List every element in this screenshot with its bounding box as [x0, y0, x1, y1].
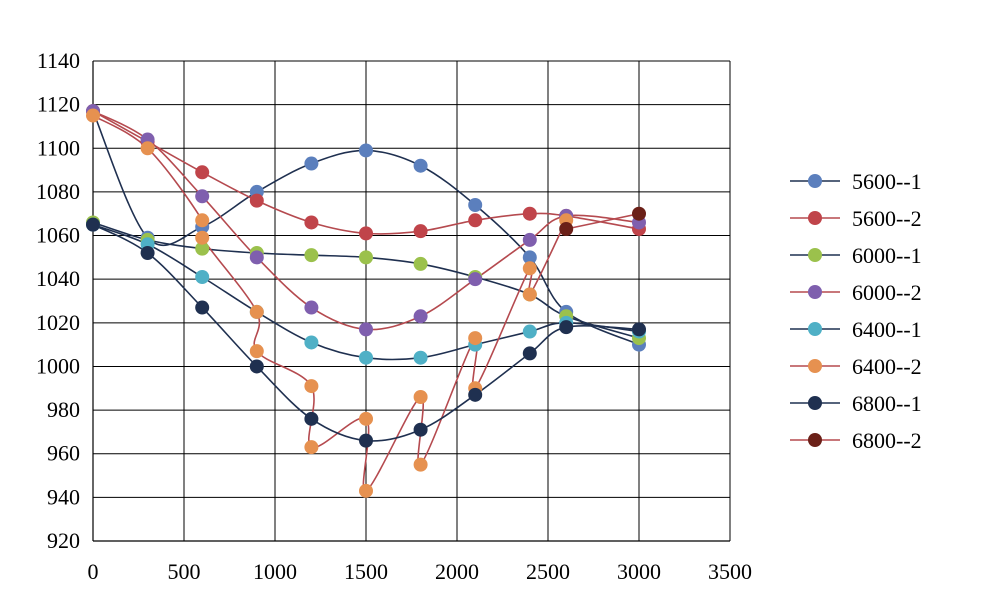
y-tick-label: 1140: [37, 48, 80, 73]
legend-label: 6800--1: [852, 391, 922, 416]
data-point: [468, 331, 483, 346]
series-line: [92, 114, 567, 492]
data-point: [413, 457, 428, 472]
legend-marker: [808, 359, 822, 373]
data-point: [195, 189, 210, 204]
x-tick-label: 500: [168, 559, 201, 584]
data-point: [249, 359, 264, 374]
data-point: [304, 335, 319, 350]
x-tick-label: 2000: [435, 559, 479, 584]
data-point: [249, 250, 264, 265]
data-point: [304, 379, 319, 394]
data-point: [86, 217, 100, 232]
data-point: [195, 165, 210, 180]
data-point: [195, 270, 210, 284]
data-point: [413, 390, 428, 404]
data-point: [413, 158, 428, 173]
x-tick-label: 3500: [708, 559, 752, 584]
data-point: [140, 141, 155, 156]
data-point: [195, 241, 210, 256]
data-point: [249, 304, 264, 319]
y-tick-label: 1080: [36, 179, 80, 204]
x-tick-label: 1500: [344, 559, 388, 584]
data-point: [559, 222, 574, 236]
data-point: [359, 322, 373, 337]
y-tick-label: 1000: [36, 353, 80, 378]
tick-labels: 920 940 960 980 1000 1020 1040 1060 1080 1100 1120…: [36, 48, 752, 584]
data-point: [195, 230, 210, 245]
data-point: [304, 248, 319, 263]
data-point: [359, 226, 373, 241]
data-point: [249, 344, 264, 359]
data-point: [359, 250, 373, 265]
x-tick-label: 3000: [617, 559, 661, 584]
data-point: [522, 324, 537, 339]
data-point: [522, 232, 537, 247]
legend-marker: [808, 285, 822, 299]
data-point: [195, 213, 210, 228]
data-point: [304, 440, 319, 455]
data-point: [413, 224, 428, 239]
y-tick-label: 1120: [37, 92, 80, 117]
data-point: [468, 272, 483, 287]
data-point: [632, 322, 646, 337]
legend-label: 6000--2: [852, 280, 922, 305]
grid-lines: [92, 60, 731, 542]
data-point: [249, 193, 264, 208]
legend-label: 6000--1: [852, 243, 922, 268]
x-tick-label: 1000: [253, 559, 297, 584]
legend-marker: [808, 322, 822, 336]
legend-label: 6800--2: [852, 428, 922, 453]
y-tick-label: 960: [47, 441, 80, 466]
data-point: [413, 256, 428, 271]
data-point: [522, 287, 537, 302]
y-tick-label: 1100: [37, 135, 80, 160]
data-point: [522, 261, 537, 276]
legend: 5600--1 5600--2 6000--1 6000--2 6400--1 6400-…: [790, 169, 922, 453]
data-point: [304, 156, 319, 171]
axes: [92, 61, 730, 542]
data-point: [359, 483, 373, 498]
data-point: [468, 213, 483, 228]
data-point: [413, 422, 428, 437]
data-point: [359, 411, 373, 426]
x-tick-label: 0: [88, 559, 99, 584]
data-point: [632, 206, 646, 221]
data-point: [468, 387, 483, 402]
data-point: [413, 350, 428, 365]
data-point: [304, 215, 319, 230]
y-tick-label: 940: [47, 484, 80, 509]
legend-marker: [808, 174, 822, 188]
y-tick-label: 1040: [36, 266, 80, 291]
data-point: [468, 198, 483, 212]
data-point: [522, 250, 537, 265]
series-points: [86, 104, 646, 498]
legend-marker: [808, 433, 822, 447]
y-tick-label: 980: [47, 397, 80, 422]
legend-marker: [808, 211, 822, 225]
data-point: [86, 108, 100, 123]
data-point: [522, 346, 537, 361]
legend-label: 5600--1: [852, 169, 922, 194]
data-point: [359, 350, 373, 365]
legend-label: 5600--2: [852, 206, 922, 231]
y-tick-label: 920: [47, 528, 80, 553]
legend-marker: [808, 248, 822, 262]
data-point: [304, 411, 319, 426]
legend-marker: [808, 396, 822, 410]
data-point: [304, 300, 319, 315]
data-point: [359, 143, 373, 158]
data-point: [413, 309, 428, 324]
data-point: [359, 433, 373, 448]
data-point: [559, 320, 574, 335]
y-tick-label: 1060: [36, 223, 80, 248]
data-point: [522, 206, 537, 221]
x-tick-label: 2500: [526, 559, 570, 584]
legend-label: 6400--1: [852, 317, 922, 342]
data-point: [195, 300, 210, 315]
y-tick-label: 1020: [36, 310, 80, 335]
legend-label: 6400--2: [852, 354, 922, 379]
data-point: [140, 246, 155, 260]
